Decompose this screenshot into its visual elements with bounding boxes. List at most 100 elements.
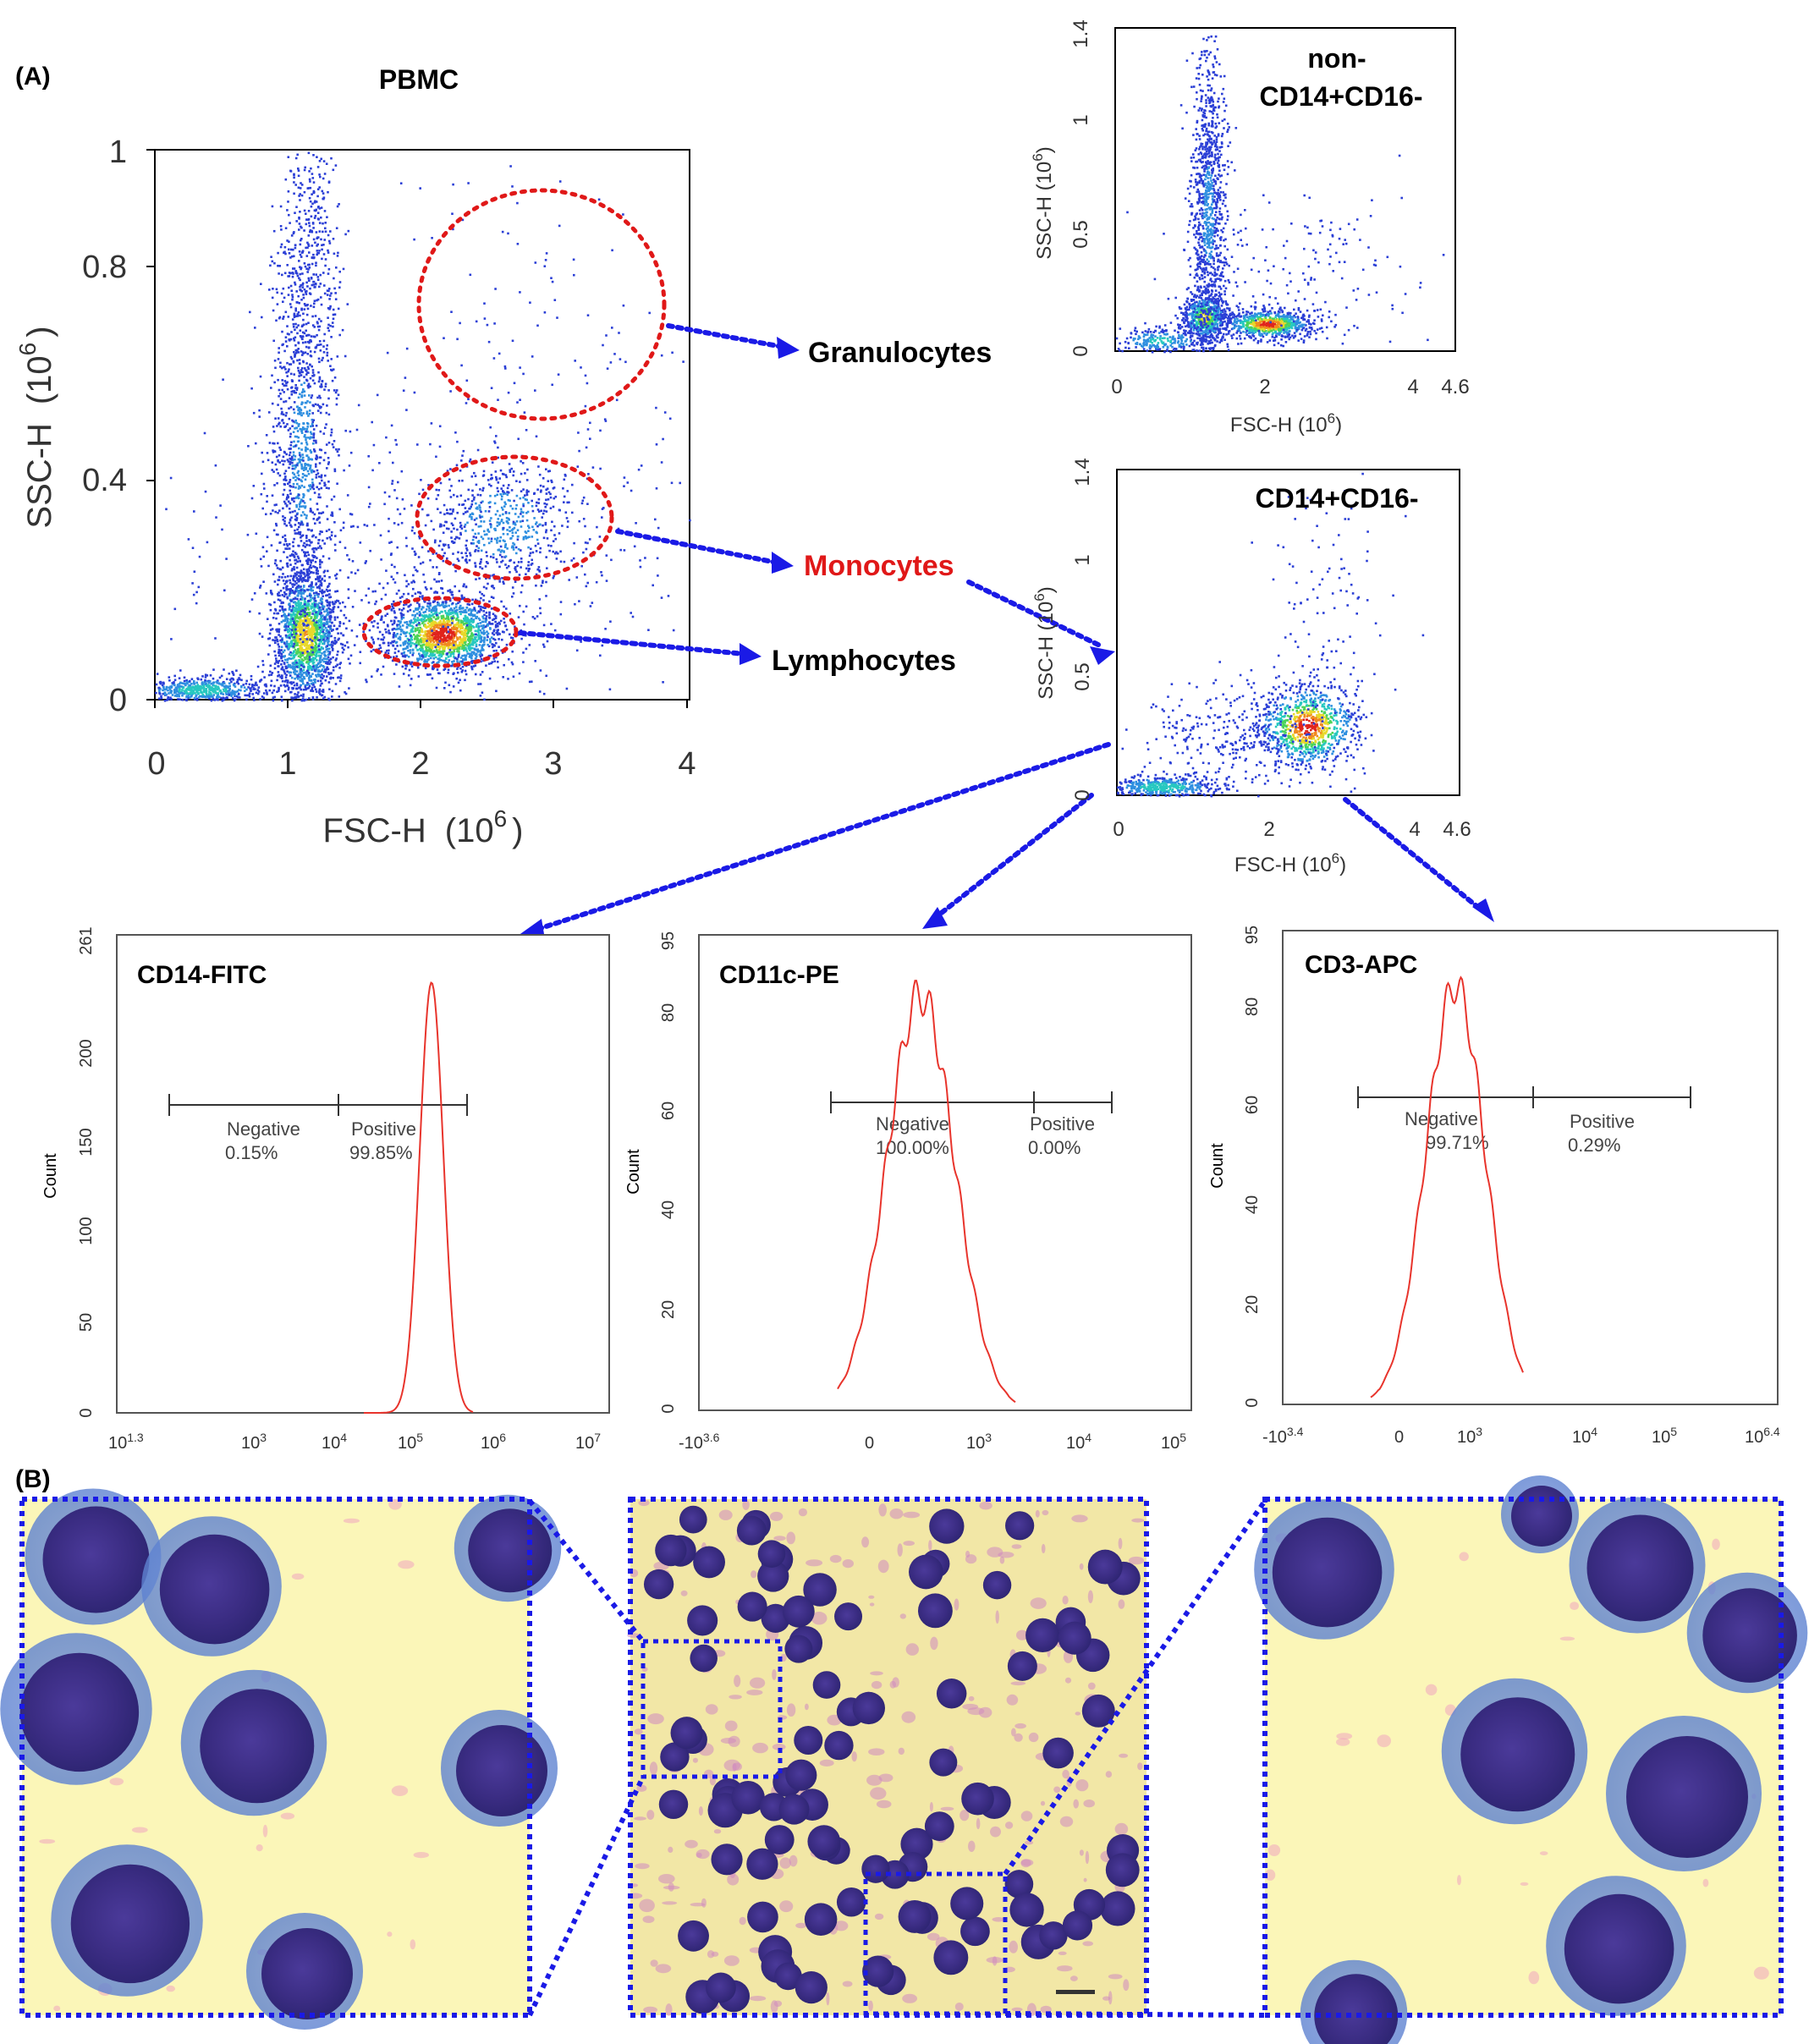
scatter-point	[429, 673, 432, 676]
scatter-point	[482, 633, 486, 635]
scatter-point	[428, 636, 432, 639]
scatter-point	[294, 641, 297, 645]
scatter-point	[457, 559, 460, 563]
scatter-point	[300, 668, 302, 671]
scatter-point	[317, 577, 321, 580]
scatter-point	[449, 638, 452, 640]
scatter-point	[297, 611, 300, 613]
scatter-point	[294, 322, 297, 326]
scatter-point	[454, 627, 457, 629]
scatter-point	[295, 290, 298, 293]
scatter-point	[322, 607, 325, 611]
scatter-point	[426, 651, 429, 655]
scatter-point	[272, 617, 275, 619]
scatter-point	[309, 363, 311, 366]
scatter-point	[436, 640, 439, 643]
scatter-point	[284, 629, 288, 631]
scatter-point	[488, 600, 491, 603]
scatter-point	[294, 627, 296, 629]
scatter-point	[468, 619, 471, 622]
scatter-point	[309, 186, 312, 190]
scatter-point	[448, 489, 451, 492]
scatter-point	[431, 630, 433, 634]
scatter-point	[332, 656, 334, 659]
scatter-point	[275, 455, 278, 459]
scatter-point	[259, 375, 262, 378]
scatter-point	[327, 647, 329, 651]
scatter-point	[279, 448, 282, 451]
scatter-point	[517, 547, 520, 551]
scatter-point	[278, 474, 282, 477]
scatter-point	[311, 698, 315, 701]
scatter-point	[440, 586, 443, 590]
scatter-point	[321, 606, 324, 609]
scatter-point	[286, 423, 289, 426]
scatter-point	[298, 503, 301, 506]
scatter-point	[296, 440, 300, 443]
scatter-point	[332, 647, 334, 651]
scatter-point	[484, 565, 487, 568]
scatter-point	[443, 650, 446, 652]
scatter-point	[296, 313, 300, 316]
scatter-point	[332, 368, 335, 371]
scatter-point	[308, 178, 311, 181]
scatter-point	[298, 223, 301, 225]
scatter-point	[322, 630, 324, 633]
scatter-point	[273, 580, 277, 583]
scatter-point	[306, 653, 310, 657]
scatter-point	[295, 604, 298, 607]
scatter-point	[275, 503, 278, 506]
scatter-point	[456, 638, 459, 641]
scatter-point	[321, 694, 324, 696]
scatter-point	[448, 624, 450, 627]
scatter-point	[382, 641, 385, 645]
scatter-point	[483, 607, 486, 609]
scatter-point	[330, 336, 333, 338]
scatter-point	[315, 231, 318, 234]
scatter-point	[540, 509, 542, 513]
scatter-point	[291, 294, 294, 296]
scatter-point	[498, 632, 500, 635]
scatter-point	[308, 566, 311, 569]
scatter-point	[296, 634, 300, 637]
scatter-point	[308, 544, 311, 547]
scatter-point	[299, 576, 302, 580]
scatter-point	[460, 644, 464, 647]
scatter-point	[465, 634, 467, 636]
scatter-point	[440, 655, 443, 658]
scatter-point	[378, 644, 382, 646]
scatter-point	[290, 379, 294, 382]
scatter-point	[506, 529, 509, 531]
scatter-point	[323, 574, 327, 578]
scatter-point	[520, 525, 523, 528]
scatter-point	[550, 529, 553, 532]
scatter-point	[278, 272, 280, 275]
scatter-point	[464, 619, 466, 622]
scatter-point	[300, 602, 302, 604]
scatter-point	[309, 466, 312, 469]
scatter-point	[440, 650, 443, 653]
scatter-point	[309, 350, 312, 353]
scatter-point	[309, 485, 311, 488]
scatter-point	[302, 296, 305, 299]
scatter-point	[349, 654, 353, 657]
scatter-point	[306, 640, 309, 644]
scatter-point	[283, 680, 287, 683]
scatter-point	[317, 673, 321, 676]
scatter-point	[293, 642, 295, 646]
scatter-point	[503, 663, 505, 667]
scatter-point	[297, 412, 300, 415]
scatter-point	[419, 613, 422, 615]
scatter-point	[326, 601, 329, 604]
scatter-point	[443, 641, 447, 644]
scatter-point	[316, 679, 320, 683]
scatter-point	[496, 660, 499, 663]
scatter-point	[456, 608, 459, 612]
scatter-point	[393, 612, 396, 614]
scatter-point	[272, 430, 276, 433]
scatter-point	[311, 458, 314, 461]
scatter-point	[297, 458, 300, 461]
scatter-point	[300, 194, 304, 197]
scatter-point	[313, 350, 316, 354]
scatter-point	[289, 406, 293, 409]
